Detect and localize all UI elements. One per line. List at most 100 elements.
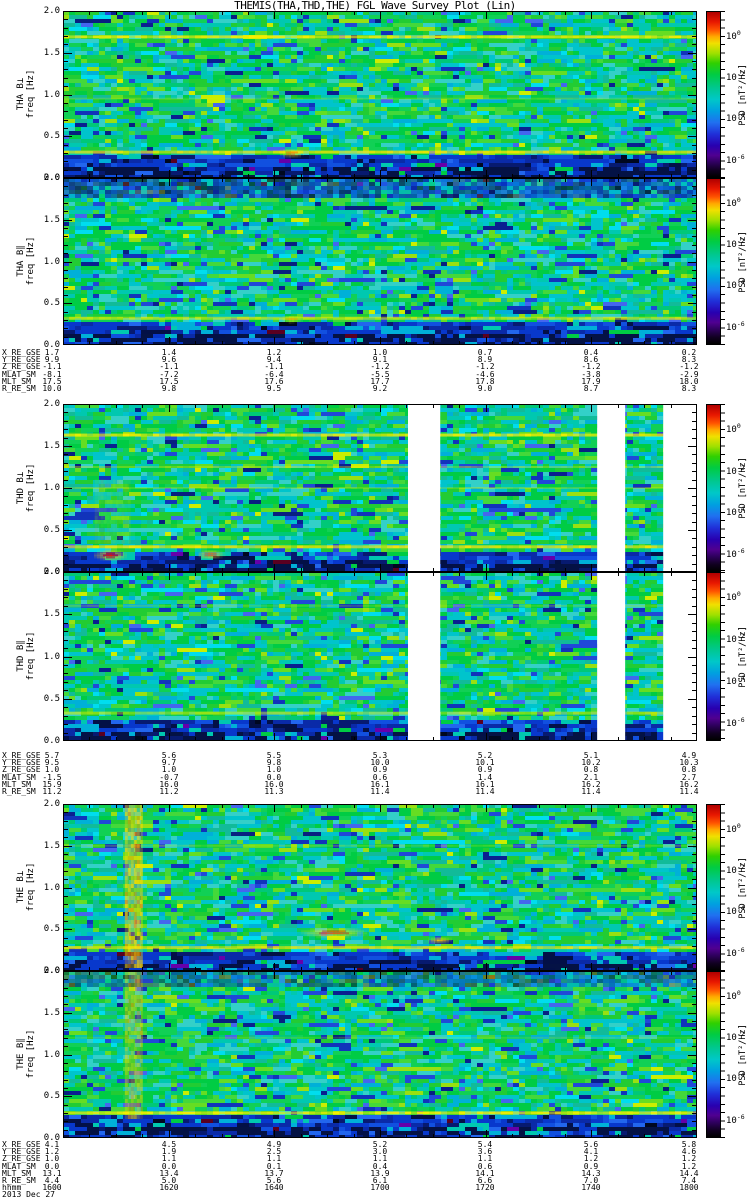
ephemeris-value: 4.5 — [161, 1140, 177, 1149]
colorbar-tick-label: 10-2 — [726, 1030, 745, 1044]
ephemeris-value: 0.9 — [583, 1161, 599, 1171]
ephemeris-block-thd: X_RE_GSE 5.7 5.6 5.5 5.3 5.2 5.1 4.9 Y_RE_GSE 9.5… — [0, 752, 750, 812]
ephemeris-value: 0.0 — [44, 1161, 60, 1171]
freq-tick-label: 2.0 — [43, 966, 60, 976]
ephemeris-value: 9.8 — [266, 758, 282, 768]
ephemeris-value: 2.7 — [681, 772, 697, 782]
ephemeris-value: 1.1 — [477, 1154, 493, 1164]
ephemeris-value: 5.4 — [477, 1140, 493, 1149]
colorbar-ticks — [721, 11, 725, 178]
colorbar — [706, 971, 721, 1138]
freq-tick-label: 0.5 — [43, 693, 60, 704]
ephemeris-value: 2.5 — [266, 1147, 282, 1157]
colorbar — [706, 804, 721, 971]
ephemeris-value: 8.3 — [681, 384, 697, 393]
ephemeris-value: 1.0 — [44, 765, 60, 775]
colorbar-tick-label: 10-2 — [726, 863, 745, 877]
colorbar-tick-label: 10-4 — [726, 505, 745, 518]
ephemeris-row-r_re_sm: R_RE_SM 11.2 11.2 11.3 11.4 11.4 11.4 11.4 — [0, 788, 750, 796]
freq-tick-label: 2.0 — [43, 173, 60, 183]
ephemeris-value: -7.2 — [159, 369, 179, 379]
colorbar-tick-label: 10-6 — [726, 946, 745, 960]
spectrogram-thd-bpar — [63, 572, 697, 741]
ephemeris-value: 17.9 — [581, 376, 601, 386]
ephemeris-value: 1740 — [581, 1183, 601, 1193]
spectrogram-the-bperp — [63, 804, 697, 971]
colorbar-ticks — [721, 971, 725, 1138]
colorbar-unit-label: PSD [nT²/Hz] — [738, 1023, 748, 1086]
ephemeris-value: 14.3 — [581, 1168, 601, 1178]
ephemeris-value: 16.0 — [159, 779, 179, 789]
freq-tick-label: 1.0 — [43, 483, 60, 493]
spectrogram-the-bpar — [63, 971, 697, 1138]
colorbar-unit-label: PSD [nT²/Hz] — [738, 856, 748, 919]
ephemeris-value: 5.6 — [266, 1176, 282, 1185]
ephemeris-value: 1.4 — [161, 348, 177, 357]
freq-tick-label: 0.5 — [43, 1091, 60, 1102]
ephemeris-value: 11.2 — [42, 787, 62, 796]
panel-label: THA B∥ — [16, 245, 26, 277]
ephemeris-value: 11.2 — [159, 787, 179, 796]
freq-tick-label: 1.0 — [43, 882, 60, 893]
colorbar-tick-label: 10-2 — [726, 70, 745, 84]
freq-tick-label: 0.0 — [43, 340, 60, 350]
row-label: MLT_SM — [2, 1168, 31, 1178]
colorbar-ticks — [721, 804, 725, 971]
colorbar-tick-label: 10-4 — [726, 278, 745, 292]
freq-tick-label: 0.5 — [43, 525, 60, 535]
ephemeris-value: -4.6 — [475, 369, 495, 379]
ephemeris-value: 5.5 — [266, 751, 282, 760]
ephemeris-value: 0.8 — [681, 765, 697, 775]
ephemeris-value: 2.1 — [583, 772, 599, 782]
colorbar-ticks — [721, 404, 725, 572]
ephemeris-row-y_re_gse: Y_RE_GSE 9.5 9.7 9.8 10.0 10.1 10.2 10.3 — [0, 759, 750, 767]
panel-label: THD B∥ — [16, 640, 26, 672]
panel-label: THA B⊥ — [16, 77, 26, 111]
ephemeris-value: 1800 — [679, 1183, 699, 1193]
ephemeris-value: 0.4 — [372, 1161, 388, 1171]
ephemeris-value: -1.2 — [370, 362, 390, 372]
ephemeris-value: 16.2 — [581, 779, 601, 789]
row-label: Y_RE_GSE — [2, 1147, 41, 1157]
ephemeris-value: 1.9 — [161, 1147, 177, 1157]
ephemeris-row-x_re_gse: X_RE_GSE 4.1 4.5 4.9 5.2 5.4 5.6 5.8 — [0, 1141, 750, 1149]
ephemeris-value: -1.1 — [42, 362, 62, 372]
freq-tick-label: 0.5 — [43, 298, 60, 309]
row-label: MLAT_SM — [2, 772, 36, 782]
ephemeris-value: 1.0 — [44, 1154, 60, 1164]
ephemeris-value: 13.7 — [264, 1168, 284, 1178]
ephemeris-row-z_re_gse: Z_RE_GSE 1.0 1.1 1.1 1.1 1.1 1.2 1.2 — [0, 1155, 750, 1163]
spectrogram-tha-bpar — [63, 178, 697, 345]
ephemeris-value: 5.7 — [44, 751, 60, 760]
colorbar-tick-label: 10-4 — [726, 673, 745, 687]
colorbar-ticks — [721, 178, 725, 345]
freq-tick-label: 2.0 — [43, 567, 60, 577]
ephemeris-value: 14.1 — [475, 1168, 495, 1178]
ephemeris-value: -5.5 — [370, 369, 390, 379]
freq-tick-label: 1.5 — [43, 1007, 60, 1018]
row-label: X_RE_GSE — [2, 751, 41, 760]
colorbar-tick-label: 100 — [726, 988, 741, 1002]
freq-tick-label: 1.0 — [43, 89, 60, 100]
ephemeris-value: 17.5 — [42, 376, 62, 386]
colorbar-unit-label: PSD [nT²/Hz] — [738, 63, 748, 126]
colorbar-tick-label: 10-2 — [726, 632, 745, 646]
ephemeris-value: 5.6 — [161, 751, 177, 760]
ephemeris-value: 0.6 — [372, 772, 388, 782]
ephemeris-value: 9.0 — [477, 384, 493, 393]
ephemeris-value: 1.2 — [583, 1154, 599, 1164]
row-label: X_RE_GSE — [2, 1140, 41, 1149]
ephemeris-value: 6.6 — [477, 1176, 493, 1185]
ephemeris-value: 13.9 — [370, 1168, 390, 1178]
colorbar-unit-label: PSD [nT²/Hz] — [738, 457, 748, 519]
ephemeris-value: 17.8 — [475, 376, 495, 386]
ephemeris-value: 4.6 — [681, 1147, 697, 1157]
ephemeris-value: -0.7 — [159, 772, 179, 782]
freq-tick-label: 1.0 — [43, 1049, 60, 1060]
row-label: R_RE_SM — [2, 384, 36, 393]
ephemeris-value: 1.0 — [161, 765, 177, 775]
ephemeris-value: -1.5 — [42, 772, 62, 782]
ephemeris-value: 8.9 — [477, 355, 493, 365]
colorbar-tick-label: 10-4 — [726, 111, 745, 125]
ephemeris-value: 1.2 — [681, 1161, 697, 1171]
